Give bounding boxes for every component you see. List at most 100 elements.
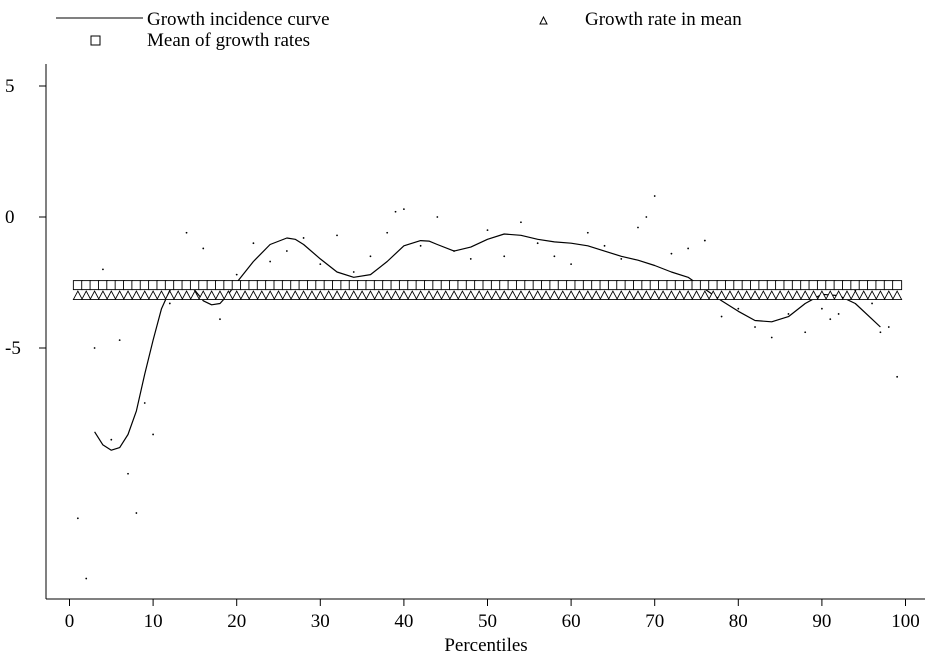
mean-of-growth-rates-marker [265, 280, 276, 291]
growth-rate-in-mean-marker [833, 290, 844, 301]
growth-rate-in-mean-marker [891, 290, 903, 301]
growth-rate-in-mean-marker [106, 290, 117, 301]
growth-rate-in-mean-marker [724, 290, 736, 301]
growth-rate-in-mean-marker [624, 290, 635, 301]
mean-of-growth-rates-marker [248, 280, 259, 291]
mean-of-growth-rates-marker [716, 280, 727, 291]
mean-of-growth-rates-marker [699, 280, 710, 291]
growth-rate-in-mean-marker [248, 290, 259, 301]
mean-of-growth-rates-marker [674, 280, 685, 291]
y-tick-label: -5 [5, 338, 21, 359]
growth-rate-in-mean-marker [498, 290, 510, 301]
growth-rate-in-mean-marker [766, 290, 777, 301]
mean-of-growth-rates-marker [231, 280, 242, 291]
percentile-growth-point [85, 577, 88, 580]
mean-of-growth-rates-marker [649, 280, 660, 291]
mean-of-growth-rates-marker [306, 280, 317, 291]
growth-rate-in-mean-marker [758, 290, 769, 301]
mean-of-growth-rates-marker [398, 280, 409, 291]
mean-of-growth-rates-marker [775, 280, 786, 291]
growth-rate-in-mean-marker [457, 290, 468, 301]
percentile-growth-point [770, 336, 773, 339]
percentile-growth-point [135, 512, 138, 514]
growth-rate-in-mean-marker [816, 290, 828, 301]
growth-rate-in-mean-marker [808, 290, 819, 301]
growth-rate-in-mean-marker [407, 290, 418, 301]
growth-rate-in-mean-marker [114, 290, 125, 301]
growth-rate-in-mean-marker [214, 290, 226, 301]
growth-rate-in-mean-marker [415, 290, 426, 301]
percentile-growth-point [871, 302, 873, 305]
x-ticks: 0 10 20 30 40 50 60 70 80 90 100 [65, 599, 920, 632]
mean-of-growth-rates-marker [842, 280, 852, 291]
growth-rate-in-mean-marker [482, 290, 493, 301]
mean-of-growth-rates-marker [382, 280, 393, 291]
growth-rate-in-mean-marker [524, 290, 535, 301]
mean-of-growth-rates-marker [766, 280, 777, 291]
growth-rate-in-mean-marker [666, 290, 677, 301]
growth-rate-in-mean-marker [674, 290, 686, 301]
percentile-growth-point [319, 263, 322, 266]
growth-rate-in-mean-marker [289, 290, 301, 301]
plot-area [72, 195, 903, 580]
percentile-growth-point [102, 268, 104, 271]
growth-rate-in-mean-marker [616, 290, 627, 301]
mean-of-growth-rates-marker [825, 280, 836, 291]
legend-triangle-marker [539, 15, 548, 25]
mean-of-growth-rates-marker [365, 280, 376, 291]
percentile-growth-point [118, 339, 121, 342]
growth-rate-in-mean-marker [198, 290, 209, 301]
x-tick-label: 70 [645, 611, 664, 632]
mean-of-growth-rates-marker [465, 280, 476, 291]
growth-rate-in-mean-marker [172, 290, 184, 301]
percentile-growth-point [436, 216, 439, 218]
growth-rate-in-mean-marker [448, 290, 460, 301]
percentile-growth-point [152, 433, 155, 436]
mean-of-growth-rates-marker [850, 280, 861, 291]
growth-rate-in-mean-marker [298, 290, 309, 301]
mean-of-growth-rates-marker [298, 280, 309, 291]
mean-of-growth-rates-marker [189, 280, 200, 291]
growth-rate-in-mean-marker [607, 290, 619, 301]
percentile-growth-point [469, 258, 472, 260]
mean-of-growth-rates-marker [883, 280, 894, 291]
growth-rate-in-mean-marker [156, 290, 167, 301]
growth-rate-in-mean-marker [323, 290, 334, 301]
mean-of-growth-rates-marker [507, 280, 518, 291]
mean-of-growth-rates-marker [123, 280, 133, 291]
mean-of-growth-rates-marker [624, 280, 635, 291]
percentile-growth-point [93, 347, 96, 349]
x-tick-label: 10 [144, 611, 163, 632]
percentile-growth-point [127, 472, 129, 475]
mean-of-growth-rates-marker [449, 280, 460, 291]
percentile-growth-point [394, 210, 397, 213]
percentile-growth-point [821, 307, 823, 310]
mean-of-growth-rates-marker [72, 280, 83, 291]
mean-of-growth-rates-marker [724, 280, 735, 291]
mean-of-growth-rates-marker [173, 280, 184, 291]
mean-of-growth-rates-marker [607, 280, 618, 291]
growth-rate-in-mean-marker [841, 290, 853, 301]
legend-square-marker [90, 35, 101, 46]
percentile-growth-point [336, 234, 338, 237]
growth-rate-in-mean-marker [682, 290, 694, 301]
growth-rate-in-mean-marker [131, 290, 142, 301]
mean-of-growth-rates-marker [791, 280, 802, 291]
mean-of-growth-rates-marker [139, 280, 150, 291]
mean-of-growth-rates-marker [482, 280, 493, 291]
mean-of-growth-rates-marker [432, 280, 443, 291]
growth-rate-in-mean-marker [741, 290, 752, 301]
growth-incidence-curve-line [94, 233, 881, 451]
growth-rate-in-mean-marker [590, 290, 602, 301]
y-tick-label: 0 [5, 207, 15, 228]
percentile-growth-point [620, 258, 623, 260]
growth-rate-in-mean-marker [398, 290, 410, 301]
percentile-growth-point [76, 517, 79, 520]
legend-item-growth-incidence-curve: Growth incidence curve [56, 9, 330, 30]
growth-rate-in-mean-marker [515, 290, 527, 301]
x-tick-label: 20 [227, 611, 246, 632]
legend-item-growth-rate-in-mean: Growth rate in mean [539, 9, 742, 30]
percentile-growth-point [787, 313, 790, 315]
x-tick-label: 50 [478, 611, 497, 632]
percentile-growth-point [804, 331, 807, 334]
